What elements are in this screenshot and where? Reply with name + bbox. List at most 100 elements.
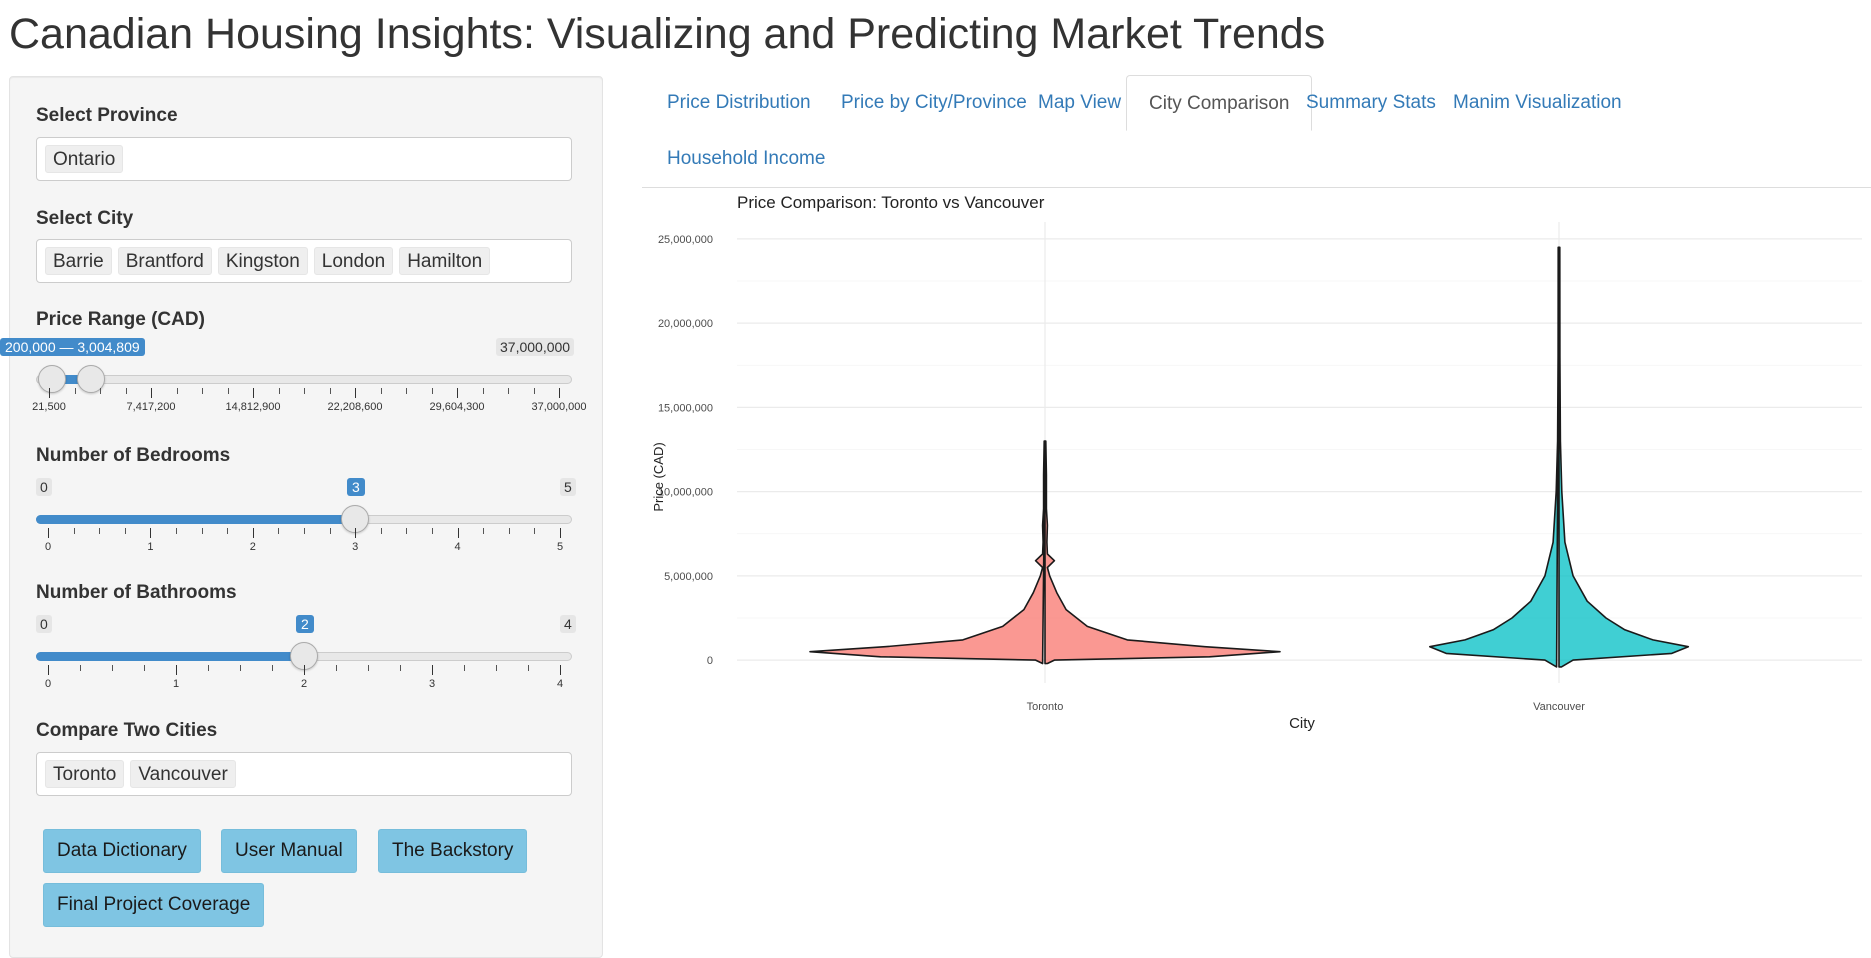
city-chip-hamilton[interactable]: Hamilton (399, 247, 491, 275)
app-title: Canadian Housing Insights: Visualizing a… (9, 10, 1326, 58)
user-manual-button[interactable]: User Manual (221, 829, 357, 873)
bedrooms-handle[interactable] (341, 505, 369, 533)
province-chip[interactable]: Ontario (45, 145, 124, 173)
slider-tick-label: 2 (249, 541, 256, 553)
price-range-label: Price Range (CAD) (36, 309, 205, 330)
city-chip-brantford[interactable]: Brantford (117, 247, 212, 275)
slider-minor-tick (496, 665, 497, 671)
slider-minor-tick (329, 528, 331, 534)
y-tick-label: 10,000,000 (658, 487, 713, 499)
bathrooms-slider[interactable]: 0 2 4 0 1 2 3 4 (36, 615, 578, 695)
slider-minor-tick (227, 528, 229, 534)
slider-major-tick (253, 388, 254, 398)
bathrooms-value-label: 2 (296, 615, 314, 633)
bedrooms-value-label: 3 (347, 478, 365, 496)
slider-major-tick (48, 528, 49, 538)
slider-minor-tick (99, 528, 101, 534)
y-tick-label: 0 (707, 655, 713, 667)
slider-major-tick (457, 388, 458, 398)
tab-city-comparison[interactable]: City Comparison (1126, 75, 1313, 131)
slider-selected-bar (52, 375, 91, 384)
tab-summary-stats[interactable]: Summary Stats (1306, 92, 1436, 113)
slider-tick-label: 0 (44, 678, 52, 690)
tab-manim-visualization[interactable]: Manim Visualization (1453, 92, 1622, 113)
slider-major-tick (457, 528, 459, 538)
slider-tick-label: 0 (44, 541, 52, 553)
backstory-button[interactable]: The Backstory (378, 829, 528, 873)
price-max-label: 37,000,000 (496, 338, 575, 356)
bathrooms-max-label: 4 (560, 615, 576, 633)
slider-track[interactable] (36, 375, 572, 384)
slider-minor-tick (508, 388, 509, 394)
slider-minor-tick (464, 665, 465, 671)
tab-price-distribution[interactable]: Price Distribution (667, 92, 811, 113)
price-range-value-label: 200,000 — 3,004,809 (0, 338, 145, 356)
slider-selected-bar (36, 652, 304, 661)
slider-major-tick (48, 665, 49, 675)
slider-minor-tick (431, 388, 433, 394)
slider-major-tick (304, 665, 305, 675)
province-label: Select Province (36, 105, 178, 126)
final-project-coverage-button[interactable]: Final Project Coverage (43, 883, 265, 927)
compare-cities-select[interactable]: Toronto Vancouver (36, 752, 572, 796)
slider-minor-tick (125, 388, 127, 394)
x-tick-label: Vancouver (1533, 701, 1585, 713)
price-min-handle[interactable] (38, 365, 66, 393)
violin-vancouver (1429, 246, 1690, 668)
slider-minor-tick (508, 528, 510, 534)
violin-toronto (809, 440, 1281, 665)
y-tick-label: 20,000,000 (658, 318, 713, 330)
y-axis-title: Price (CAD) (651, 442, 666, 511)
slider-major-tick (355, 528, 357, 538)
slider-major-tick (150, 528, 152, 538)
city-chip-barrie[interactable]: Barrie (45, 247, 112, 275)
slider-minor-tick (368, 665, 369, 671)
slider-minor-tick (74, 388, 76, 394)
data-dictionary-button[interactable]: Data Dictionary (43, 829, 201, 873)
slider-major-tick (252, 528, 254, 538)
slider-minor-tick (278, 388, 280, 394)
slider-minor-tick (202, 388, 203, 394)
slider-major-tick (151, 388, 152, 398)
slider-minor-tick (201, 528, 203, 534)
city-select[interactable]: Barrie Brantford Kingston London Hamilto… (36, 239, 572, 283)
bedrooms-slider[interactable]: 0 3 5 0 1 2 3 4 5 (36, 478, 578, 558)
slider-minor-tick (124, 528, 126, 534)
tab-bar: Price Distribution Price by City/Provinc… (642, 75, 1871, 188)
province-select[interactable]: Ontario (36, 137, 572, 181)
slider-tick-label: 29,604,300 (429, 401, 485, 413)
slider-minor-tick (329, 388, 331, 394)
slider-minor-tick (100, 388, 101, 394)
slider-minor-tick (272, 665, 273, 671)
slider-major-tick (176, 665, 177, 675)
slider-tick-label: 1 (147, 541, 154, 553)
slider-minor-tick (482, 388, 484, 394)
city-chip-london[interactable]: London (313, 247, 394, 275)
tab-map-view[interactable]: Map View (1038, 92, 1122, 113)
tab-price-by-city-province[interactable]: Price by City/Province (841, 92, 1027, 113)
y-tick-label: 25,000,000 (658, 234, 713, 246)
slider-minor-tick (73, 528, 75, 534)
compare-chip-toronto[interactable]: Toronto (45, 760, 125, 788)
slider-minor-tick (227, 388, 229, 394)
price-range-slider[interactable]: 200,000 — 3,004,809 37,000,000 21,500 7,4… (0, 338, 587, 418)
tab-household-income[interactable]: Household Income (667, 148, 826, 169)
slider-minor-tick (533, 388, 535, 394)
city-label: Select City (36, 208, 134, 229)
city-chip-kingston[interactable]: Kingston (217, 247, 308, 275)
slider-tick-label: 4 (556, 678, 564, 690)
x-tick-label: Toronto (1027, 701, 1064, 713)
slider-tick-label: 5 (556, 541, 564, 553)
y-tick-label: 15,000,000 (658, 402, 713, 414)
compare-label: Compare Two Cities (36, 720, 218, 741)
slider-tick-label: 4 (454, 541, 461, 553)
slider-tick-label: 2 (300, 678, 308, 690)
slider-minor-tick (406, 388, 407, 394)
slider-tick-label: 22,208,600 (327, 401, 383, 413)
slider-minor-tick (80, 665, 81, 671)
slider-major-tick (49, 388, 50, 398)
slider-major-tick (355, 388, 356, 398)
slider-minor-tick (534, 528, 536, 534)
bedrooms-max-label: 5 (560, 478, 576, 496)
compare-chip-vancouver[interactable]: Vancouver (130, 760, 236, 788)
